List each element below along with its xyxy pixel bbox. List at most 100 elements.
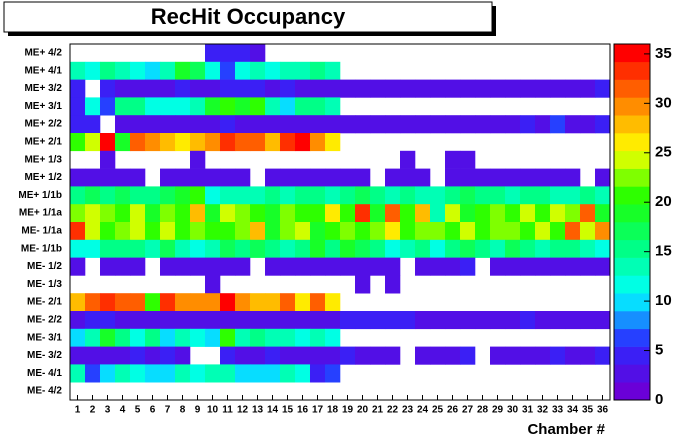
- cell: [535, 204, 551, 223]
- cell: [220, 257, 236, 276]
- cell: [115, 364, 131, 383]
- cell: [160, 97, 176, 116]
- cell: [565, 346, 581, 365]
- cell: [325, 364, 341, 383]
- cell: [535, 346, 551, 365]
- cell: [220, 293, 236, 312]
- cell: [400, 222, 416, 241]
- cell: [220, 97, 236, 116]
- plot-frame: [69, 43, 611, 401]
- cell: [595, 186, 611, 205]
- cell: [265, 204, 281, 223]
- cell: [580, 239, 596, 258]
- cell: [160, 346, 176, 365]
- cell: [205, 79, 221, 98]
- cell: [295, 364, 311, 383]
- x-tick-label: 24: [417, 405, 429, 416]
- cell: [265, 222, 281, 241]
- cell: [400, 79, 416, 98]
- cell: [475, 311, 491, 330]
- colorbar-band: [614, 61, 650, 80]
- cell: [85, 364, 101, 383]
- cell: [325, 222, 341, 241]
- x-tick-label: 2: [90, 405, 96, 416]
- cell: [160, 328, 176, 347]
- cell: [190, 61, 206, 80]
- cell: [250, 115, 266, 134]
- cell: [400, 150, 416, 169]
- colorbar-tick-label: 20: [655, 193, 672, 210]
- cell: [220, 346, 236, 365]
- cell: [250, 364, 266, 383]
- cell: [220, 222, 236, 241]
- cell: [565, 115, 581, 134]
- cell: [70, 328, 86, 347]
- cell: [430, 239, 446, 258]
- cell: [115, 222, 131, 241]
- cell: [130, 115, 146, 134]
- cell: [205, 311, 221, 330]
- cell: [370, 239, 386, 258]
- cell: [340, 186, 356, 205]
- cell: [295, 168, 311, 187]
- cell: [190, 222, 206, 241]
- cell: [445, 79, 461, 98]
- colorbar-tick-label: 0: [655, 391, 663, 408]
- cell: [175, 346, 191, 365]
- cell: [430, 222, 446, 241]
- cell: [490, 186, 506, 205]
- cell: [475, 239, 491, 258]
- cell: [565, 168, 581, 187]
- cell: [280, 61, 296, 80]
- cell: [160, 133, 176, 152]
- cell: [130, 311, 146, 330]
- cell: [415, 311, 431, 330]
- cell: [520, 79, 536, 98]
- cell: [160, 186, 176, 205]
- cell: [310, 133, 326, 152]
- cell: [580, 204, 596, 223]
- cell: [85, 293, 101, 312]
- y-tick-label: ME- 2/1: [27, 297, 62, 308]
- cell: [70, 79, 86, 98]
- cell: [175, 257, 191, 276]
- cell: [295, 311, 311, 330]
- cell: [505, 239, 521, 258]
- cell: [415, 346, 431, 365]
- colorbar-band: [614, 364, 650, 383]
- cell: [340, 115, 356, 134]
- cell: [460, 239, 476, 258]
- cell: [415, 186, 431, 205]
- x-tick-label: 21: [372, 405, 384, 416]
- colorbar-tick-label: 35: [655, 45, 672, 62]
- cell: [430, 204, 446, 223]
- colorbar-band: [614, 79, 650, 98]
- cell: [385, 168, 401, 187]
- cell: [130, 239, 146, 258]
- cell: [115, 97, 131, 116]
- cell: [460, 222, 476, 241]
- x-tick-label: 22: [387, 405, 399, 416]
- cell: [280, 204, 296, 223]
- cell: [190, 133, 206, 152]
- cell: [205, 186, 221, 205]
- cell: [400, 186, 416, 205]
- cell: [175, 364, 191, 383]
- x-tick-label: 14: [267, 405, 279, 416]
- cell: [115, 186, 131, 205]
- cell: [265, 364, 281, 383]
- cell: [325, 115, 341, 134]
- cell: [355, 222, 371, 241]
- cell: [325, 293, 341, 312]
- cell: [355, 311, 371, 330]
- cell: [385, 79, 401, 98]
- cell: [70, 204, 86, 223]
- cell: [460, 186, 476, 205]
- cell: [550, 311, 566, 330]
- cell: [295, 79, 311, 98]
- cell: [280, 115, 296, 134]
- cell: [250, 133, 266, 152]
- cell: [475, 222, 491, 241]
- cell: [385, 186, 401, 205]
- cell: [325, 239, 341, 258]
